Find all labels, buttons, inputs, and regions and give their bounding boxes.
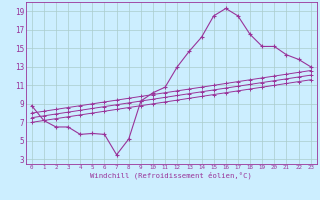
X-axis label: Windchill (Refroidissement éolien,°C): Windchill (Refroidissement éolien,°C) (90, 172, 252, 179)
